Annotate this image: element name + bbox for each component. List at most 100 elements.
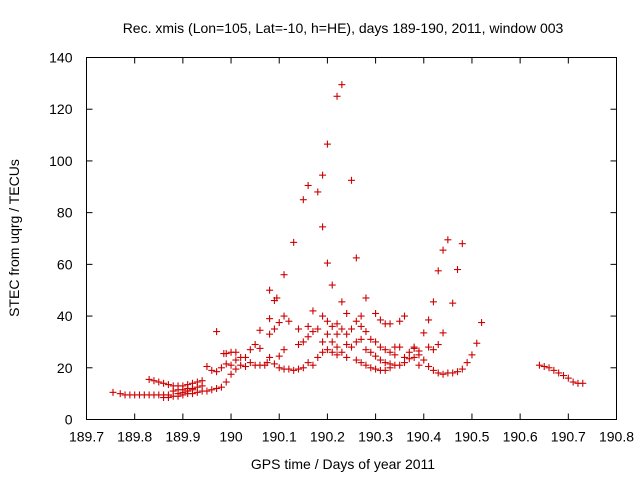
x-tick-label: 189.7 — [69, 429, 104, 445]
x-tick: 190.1 — [262, 57, 297, 445]
data-point — [396, 343, 404, 351]
data-point — [357, 359, 365, 367]
data-point — [381, 346, 389, 354]
y-tick-label: 40 — [57, 308, 73, 324]
data-point — [348, 343, 355, 351]
data-point — [333, 343, 341, 351]
data-point — [338, 298, 346, 306]
data-point — [357, 335, 365, 343]
data-point — [386, 348, 394, 356]
data-point — [208, 366, 216, 374]
data-point — [352, 338, 360, 346]
data-point — [545, 364, 553, 372]
data-point — [560, 372, 567, 380]
data-point — [333, 92, 341, 100]
data-point — [391, 351, 399, 359]
data-point — [338, 348, 346, 356]
x-tick: 190.5 — [454, 57, 490, 445]
data-point — [338, 81, 346, 89]
data-point — [319, 348, 327, 356]
x-tick-label: 189.9 — [165, 429, 200, 445]
y-tick-label: 20 — [57, 360, 73, 376]
data-point — [295, 365, 302, 373]
x-tick-label: 190.7 — [551, 429, 586, 445]
y-tick: 100 — [49, 153, 617, 169]
data-point — [164, 381, 172, 389]
data-point — [323, 330, 331, 338]
data-point — [309, 307, 317, 315]
data-point — [150, 377, 158, 385]
data-point — [328, 348, 336, 356]
data-point — [213, 384, 221, 392]
data-point — [309, 328, 317, 336]
data-point — [420, 356, 428, 364]
data-point — [275, 352, 283, 360]
data-point — [323, 317, 331, 325]
x-tick-label: 190.8 — [599, 429, 634, 445]
data-point — [266, 315, 274, 323]
data-point — [386, 320, 394, 328]
y-axis: 0 20 40 60 80 100 120 140 — [49, 50, 617, 428]
data-point — [458, 240, 466, 248]
x-tick: 189.9 — [165, 57, 201, 445]
data-point — [405, 355, 413, 363]
data-point — [227, 370, 235, 378]
data-point — [323, 346, 331, 354]
data-point — [429, 298, 437, 306]
data-point — [263, 359, 271, 367]
data-point — [116, 390, 124, 398]
x-tick: 190.8 — [599, 57, 634, 445]
data-point — [386, 360, 394, 368]
data-point — [275, 319, 283, 327]
data-point — [155, 378, 163, 386]
data-point — [439, 246, 447, 254]
data-point — [463, 359, 471, 367]
data-point — [376, 356, 384, 364]
data-point — [213, 328, 221, 336]
data-point — [227, 361, 235, 369]
y-tick-label: 0 — [65, 412, 73, 428]
y-tick: 0 — [65, 412, 617, 428]
data-point — [579, 379, 587, 387]
data-point — [193, 383, 201, 391]
data-point — [270, 360, 278, 368]
data-point — [454, 266, 461, 274]
data-point — [381, 359, 389, 367]
data-point — [232, 356, 240, 364]
data-point — [396, 317, 404, 325]
data-point — [401, 312, 408, 320]
data-point — [319, 312, 327, 320]
data-point — [328, 322, 336, 330]
data-point — [372, 365, 380, 373]
data-point — [169, 387, 177, 395]
data-point — [420, 329, 428, 337]
data-point — [376, 316, 384, 324]
data-point — [429, 346, 437, 354]
data-point — [328, 281, 336, 289]
data-point — [555, 369, 563, 377]
x-tick: 190.7 — [551, 57, 586, 445]
data-point — [256, 326, 264, 334]
x-tick-label: 190.6 — [503, 429, 538, 445]
data-point — [362, 328, 370, 336]
data-point — [569, 378, 577, 386]
data-point — [160, 379, 168, 387]
data-point — [275, 364, 283, 372]
data-point — [319, 338, 327, 346]
data-point — [222, 378, 230, 386]
data-point — [434, 341, 442, 349]
data-point — [454, 368, 461, 376]
y-tick: 140 — [49, 50, 617, 66]
data-point — [304, 359, 312, 367]
data-point — [280, 312, 288, 320]
data-point — [174, 390, 182, 398]
data-point — [222, 350, 230, 358]
x-tick: 190.6 — [503, 57, 538, 445]
data-point — [540, 362, 548, 370]
x-axis: 189.7 189.8 189.9 190 190.1 190.2 190.3 190.4 19… — [69, 57, 634, 445]
data-point — [198, 382, 206, 390]
data-point — [285, 365, 293, 373]
data-point — [343, 309, 351, 317]
data-point — [381, 366, 389, 374]
